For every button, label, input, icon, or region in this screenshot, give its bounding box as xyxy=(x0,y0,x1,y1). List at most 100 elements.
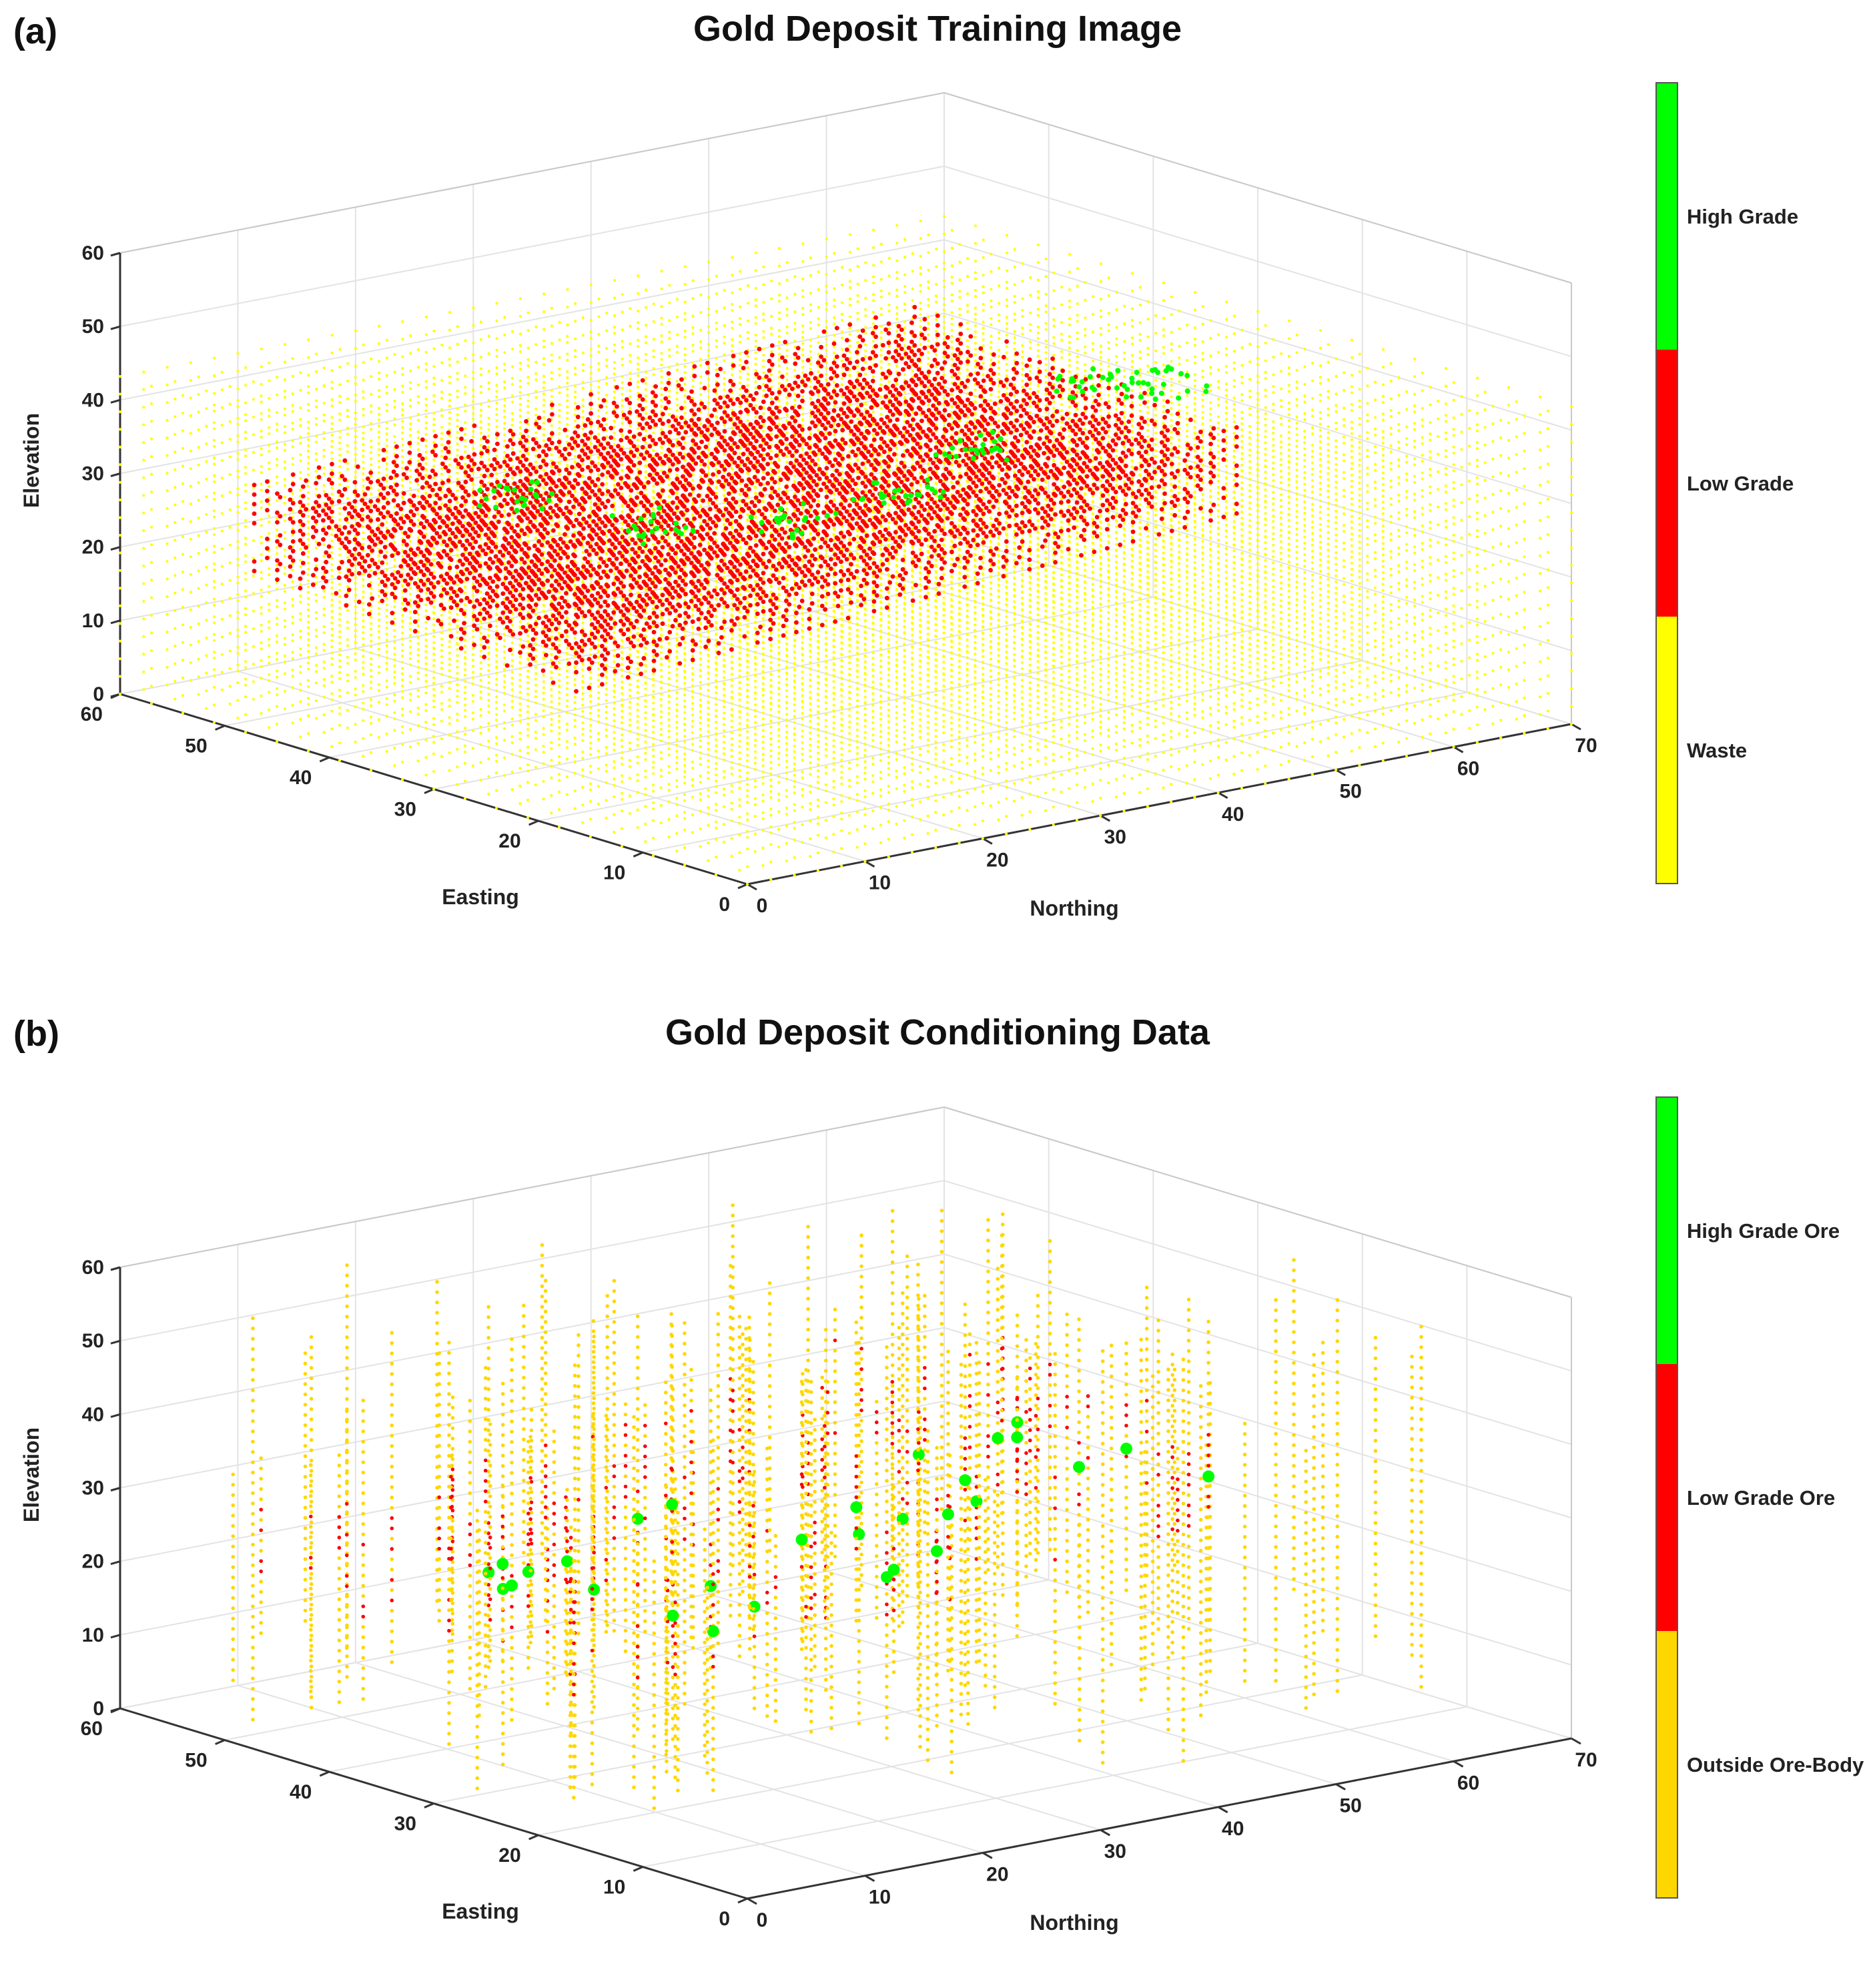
waste-point xyxy=(119,675,121,677)
waste-point xyxy=(840,765,843,767)
waste-point xyxy=(629,706,631,709)
waste-point xyxy=(542,692,544,695)
waste-point xyxy=(236,399,239,402)
waste-point xyxy=(871,827,874,830)
waste-point xyxy=(456,407,458,410)
waste-point xyxy=(440,467,443,470)
waste-point xyxy=(526,745,529,748)
waste-point xyxy=(769,696,772,699)
waste-point xyxy=(417,430,420,433)
waste-point xyxy=(848,732,851,735)
waste-point xyxy=(542,751,545,753)
waste-point xyxy=(723,729,725,732)
waste-point xyxy=(934,781,937,784)
waste-point xyxy=(715,727,717,729)
waste-point xyxy=(644,717,647,719)
waste-point xyxy=(958,736,960,739)
waste-point xyxy=(487,669,490,672)
waste-point xyxy=(777,781,780,783)
waste-point xyxy=(401,714,404,717)
waste-point xyxy=(338,618,341,621)
waste-point xyxy=(660,675,663,677)
waste-point xyxy=(934,723,937,725)
waste-point xyxy=(887,785,890,787)
waste-point xyxy=(228,402,231,405)
waste-point xyxy=(119,640,121,643)
waste-point xyxy=(809,731,811,734)
waste-point xyxy=(848,679,851,682)
waste-point xyxy=(440,543,443,546)
waste-point xyxy=(322,625,325,628)
waste-point xyxy=(1005,815,1008,817)
waste-point xyxy=(448,651,451,654)
waste-point xyxy=(190,503,192,505)
waste-point xyxy=(667,800,670,803)
waste-point xyxy=(731,773,733,775)
waste-point xyxy=(480,420,482,423)
waste-point xyxy=(354,570,357,573)
waste-point xyxy=(197,552,200,555)
waste-point xyxy=(518,667,521,670)
waste-point xyxy=(715,738,717,741)
waste-point xyxy=(213,674,216,677)
tick-mark xyxy=(1218,793,1228,798)
waste-point xyxy=(675,832,678,835)
waste-point xyxy=(284,619,286,622)
waste-point xyxy=(260,595,263,597)
waste-point xyxy=(338,659,341,662)
waste-point xyxy=(165,525,168,527)
waste-point xyxy=(863,825,866,827)
waste-point xyxy=(338,383,341,386)
waste-point xyxy=(346,462,349,464)
waste-point xyxy=(456,713,458,715)
waste-point xyxy=(354,446,357,449)
waste-point xyxy=(213,598,216,601)
waste-point xyxy=(307,521,310,523)
waste-point xyxy=(448,623,451,625)
waste-point xyxy=(424,621,427,623)
waste-point xyxy=(142,547,145,550)
waste-point xyxy=(605,728,607,731)
waste-point xyxy=(495,672,498,675)
waste-point xyxy=(244,430,247,433)
waste-point xyxy=(181,500,184,503)
tick-mark xyxy=(111,400,120,402)
waste-point xyxy=(307,538,310,541)
waste-point xyxy=(119,463,121,466)
waste-point xyxy=(495,501,498,504)
waste-point xyxy=(926,726,929,729)
waste-point xyxy=(244,519,247,522)
waste-point xyxy=(652,725,655,728)
waste-point xyxy=(276,517,278,520)
waste-point xyxy=(284,496,286,499)
waste-point xyxy=(260,488,263,491)
waste-point xyxy=(448,699,450,701)
waste-point xyxy=(284,531,286,534)
waste-point xyxy=(762,753,765,755)
waste-point xyxy=(213,686,216,689)
waste-point xyxy=(299,735,302,738)
waste-point xyxy=(581,710,584,713)
waste-point xyxy=(510,735,513,738)
waste-point xyxy=(699,681,702,683)
waste-point xyxy=(260,482,262,485)
waste-point xyxy=(801,688,803,691)
waste-point xyxy=(315,547,318,549)
waste-point xyxy=(424,468,427,471)
waste-point xyxy=(809,702,811,705)
waste-point xyxy=(119,375,121,378)
waste-point xyxy=(165,666,168,669)
waste-point xyxy=(323,667,326,669)
waste-point xyxy=(393,629,396,632)
waste-point xyxy=(879,689,882,691)
waste-point xyxy=(942,813,945,816)
waste-point xyxy=(385,750,388,753)
waste-point xyxy=(190,679,192,681)
waste-point xyxy=(707,795,709,797)
waste-point xyxy=(236,493,239,496)
waste-point xyxy=(362,378,364,381)
waste-point xyxy=(362,467,364,470)
waste-point xyxy=(213,456,216,459)
waste-point xyxy=(276,676,278,679)
waste-point xyxy=(691,713,694,716)
